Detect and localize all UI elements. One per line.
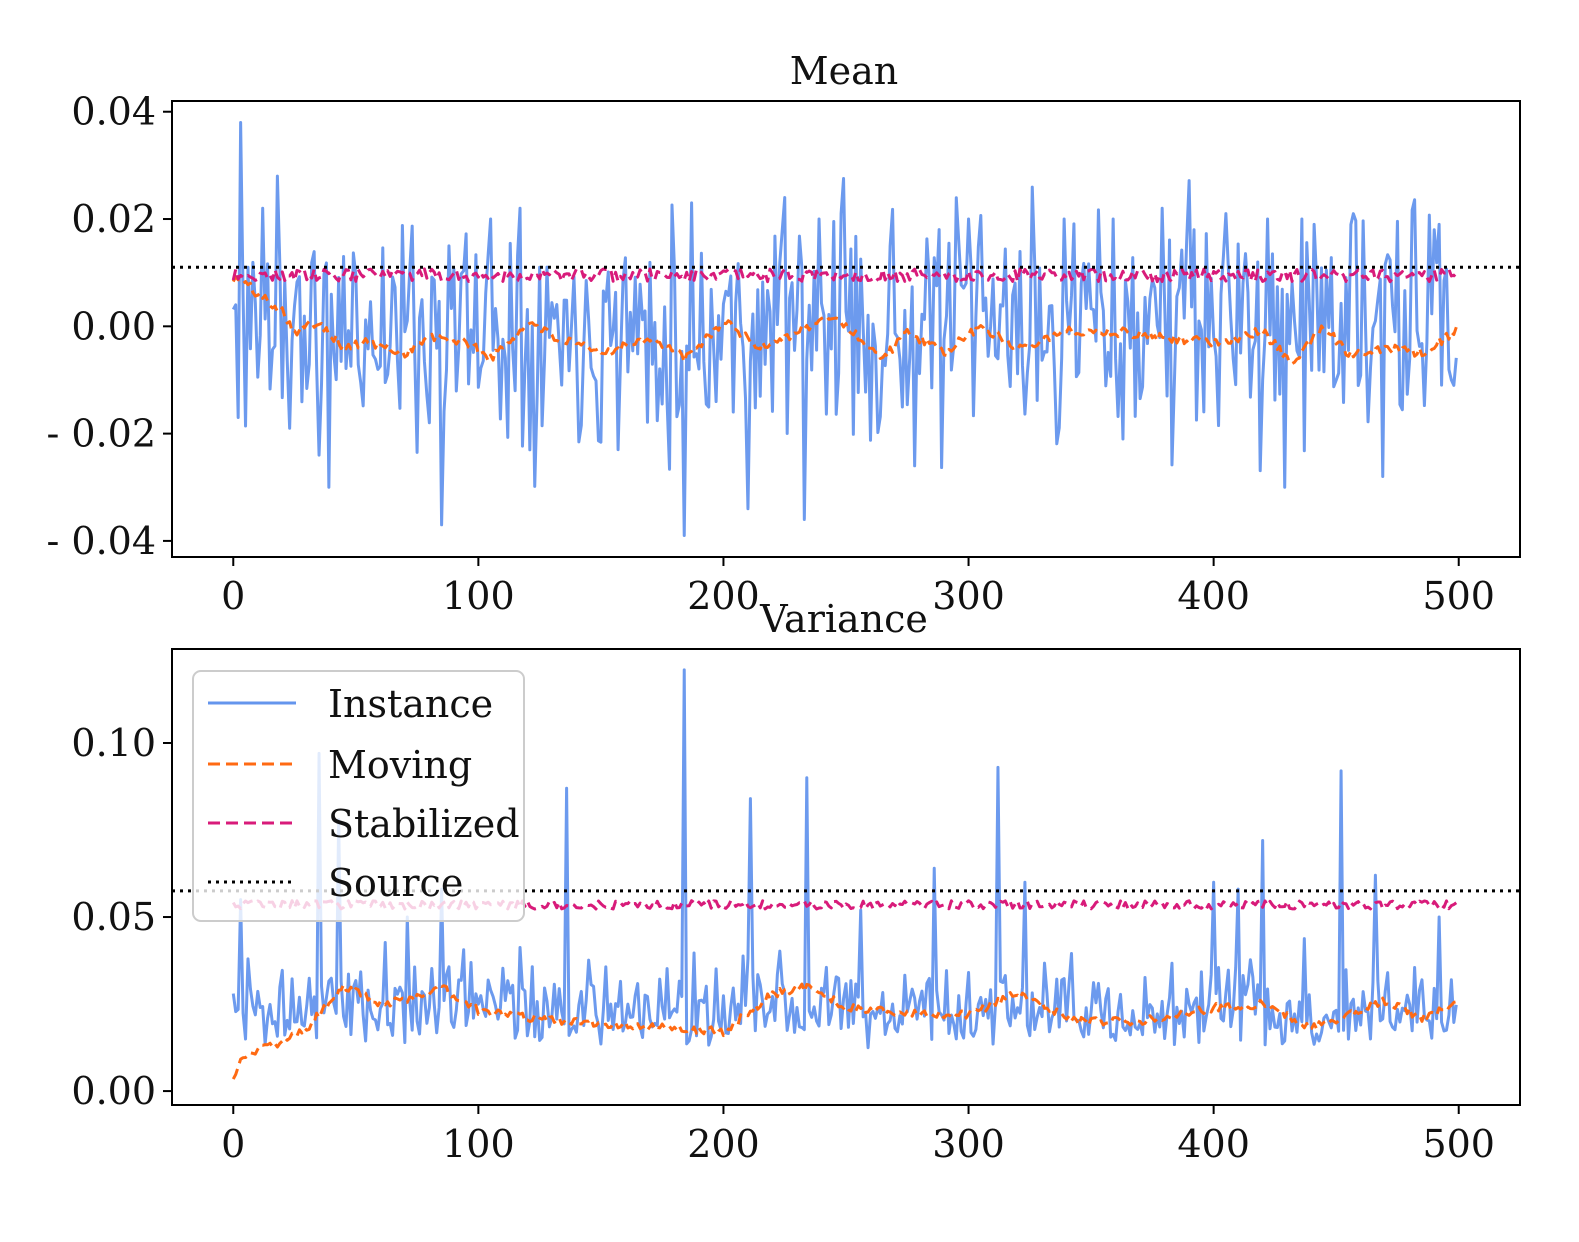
variance-axes-frame bbox=[171, 648, 1521, 1106]
mean-xtick-label: 500 bbox=[1422, 574, 1495, 618]
mean-ytick-label: 0.02 bbox=[71, 197, 156, 241]
legend-moving-label: Moving bbox=[328, 743, 472, 787]
mean-xtick-label: 400 bbox=[1177, 574, 1250, 618]
legend-box bbox=[192, 670, 525, 922]
variance-xtick-label: 400 bbox=[1177, 1122, 1250, 1166]
mean-ytick-label: - 0.04 bbox=[46, 519, 156, 563]
legend-instance-label: Instance bbox=[328, 682, 493, 726]
variance-ytick-label: 0.00 bbox=[71, 1069, 156, 1113]
variance-moving-line bbox=[231, 982, 1457, 1080]
mean-xtick-label: 100 bbox=[442, 574, 515, 618]
variance-ytick-label: 0.10 bbox=[71, 721, 156, 765]
variance-xtick-label: 200 bbox=[687, 1122, 760, 1166]
mean-xtick-label: 300 bbox=[932, 574, 1005, 618]
legend: Instance Moving Stabilized Source bbox=[192, 670, 525, 922]
variance-instance-line bbox=[231, 668, 1458, 1050]
mean-title: Mean bbox=[790, 49, 899, 93]
mean-axes-frame bbox=[171, 100, 1521, 558]
mean-xtick-label: 200 bbox=[687, 574, 760, 618]
variance-xtick-label: 100 bbox=[442, 1122, 515, 1166]
variance-xtick-label: 500 bbox=[1422, 1122, 1495, 1166]
variance-ytick-label: 0.05 bbox=[71, 895, 156, 939]
mean-instance-line bbox=[231, 120, 1458, 538]
mean-panel: Mean 0 100 200 300 400 500 0.04 0.02 0.00 - 0.02 -… bbox=[46, 49, 1521, 618]
mean-ytick-label: - 0.02 bbox=[46, 412, 156, 456]
mean-ytick-label: 0.00 bbox=[71, 304, 156, 348]
legend-stabilized-label: Stabilized bbox=[328, 802, 520, 846]
variance-xtick-label: 300 bbox=[932, 1122, 1005, 1166]
mean-plot-area bbox=[172, 120, 1520, 538]
mean-xtick-label: 0 bbox=[221, 574, 245, 618]
mean-ytick-label: 0.04 bbox=[71, 90, 156, 134]
legend-source-label: Source bbox=[328, 861, 463, 905]
variance-axes: 0 100 200 300 400 500 0.10 0.05 0.00 bbox=[71, 721, 1495, 1166]
mean-stabilized-line bbox=[231, 267, 1458, 284]
variance-stabilized-line bbox=[231, 899, 1458, 911]
mean-axes: 0 100 200 300 400 500 0.04 0.02 0.00 - 0.02 - 0.04 bbox=[46, 90, 1495, 618]
mean-moving-line bbox=[231, 275, 1458, 366]
variance-xtick-label: 0 bbox=[221, 1122, 245, 1166]
variance-title: Variance bbox=[759, 597, 928, 641]
